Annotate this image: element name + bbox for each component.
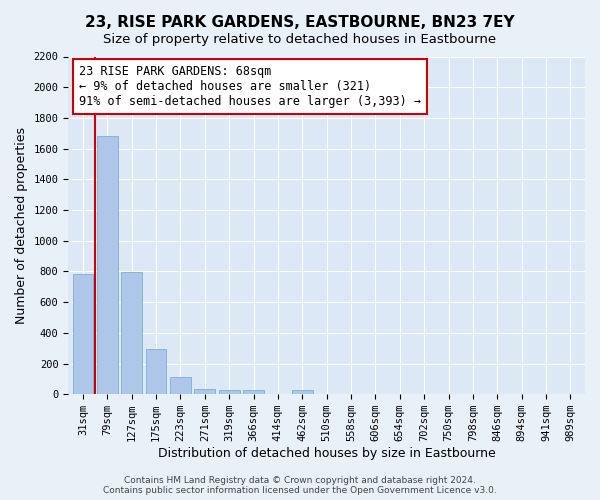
Text: Size of property relative to detached houses in Eastbourne: Size of property relative to detached ho… (103, 32, 497, 46)
Bar (194, 389, 215, 394)
Bar (170, 378, 191, 394)
Bar (243, 390, 264, 394)
X-axis label: Distribution of detached houses by size in Eastbourne: Distribution of detached houses by size … (158, 447, 496, 460)
Y-axis label: Number of detached properties: Number of detached properties (15, 127, 28, 324)
Bar (146, 349, 166, 394)
Bar (292, 390, 313, 394)
Bar (121, 272, 142, 394)
Bar (97, 136, 118, 394)
Bar (219, 390, 239, 394)
Text: 23, RISE PARK GARDENS, EASTBOURNE, BN23 7EY: 23, RISE PARK GARDENS, EASTBOURNE, BN23 … (85, 15, 515, 30)
Bar (73, 274, 93, 394)
Text: Contains HM Land Registry data © Crown copyright and database right 2024.
Contai: Contains HM Land Registry data © Crown c… (103, 476, 497, 495)
Text: 23 RISE PARK GARDENS: 68sqm
← 9% of detached houses are smaller (321)
91% of sem: 23 RISE PARK GARDENS: 68sqm ← 9% of deta… (79, 65, 421, 108)
